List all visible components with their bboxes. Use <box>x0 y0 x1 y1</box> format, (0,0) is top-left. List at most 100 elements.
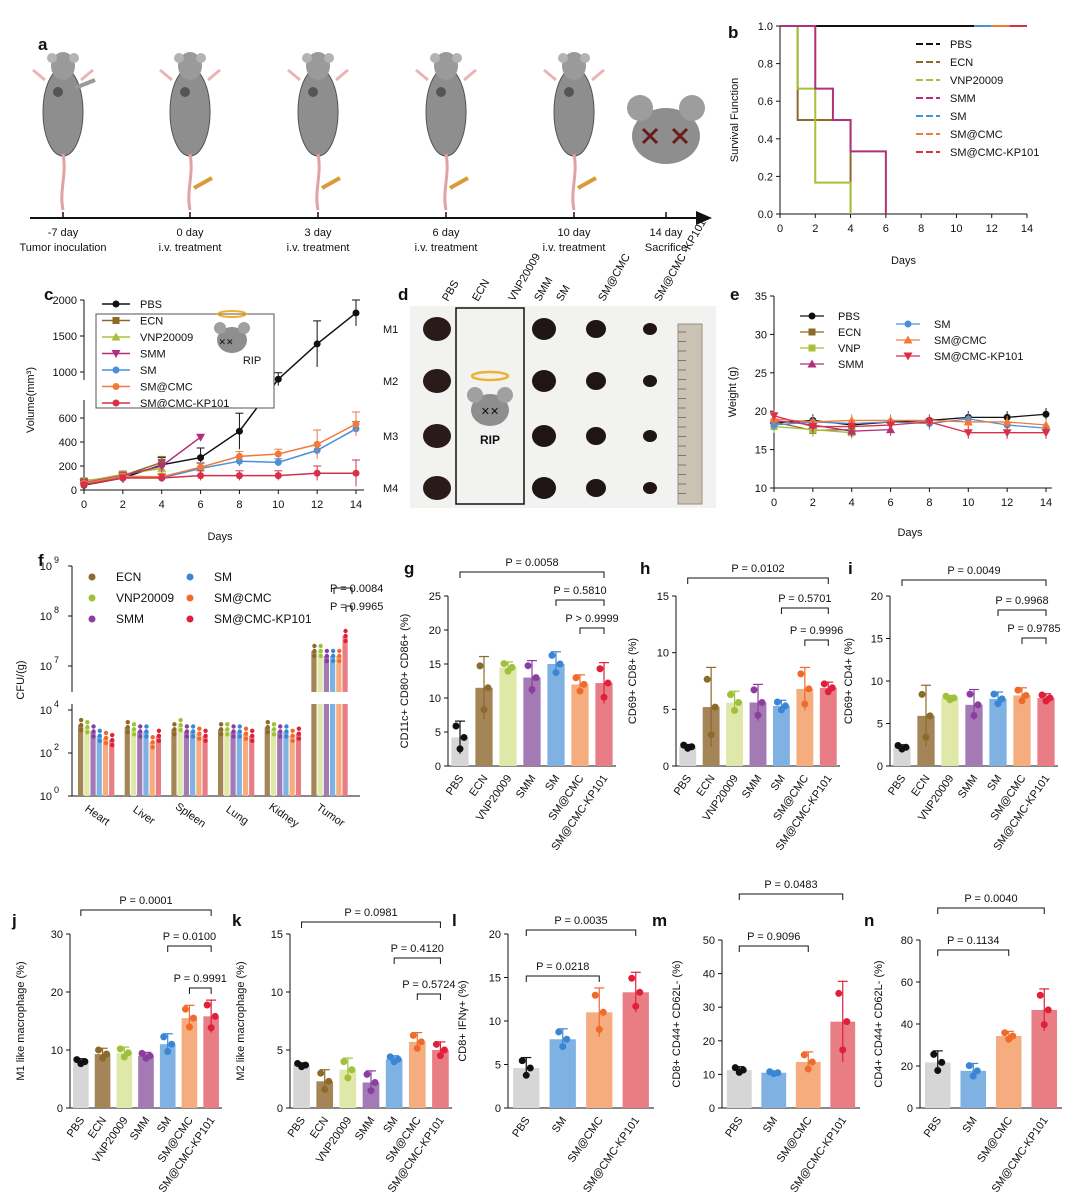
bar-SM@CMC-KP101-Kidney <box>295 733 301 796</box>
timeline-label: i.v. treatment <box>159 242 222 254</box>
data-point <box>343 628 348 634</box>
y-tick-label: 0 <box>57 1103 63 1115</box>
bar-VNP20009-Tumor <box>317 651 323 796</box>
data-point <box>440 1046 448 1054</box>
data-point <box>839 1046 847 1054</box>
bar-PBS <box>679 746 697 766</box>
mouse-tail <box>187 153 193 211</box>
data-point <box>156 728 162 733</box>
data-point <box>296 726 302 731</box>
y-tick-label: 30 <box>51 929 63 941</box>
data-point <box>548 651 556 659</box>
y-axis-label: CD8+ IFNγ+ (%) <box>457 980 469 1061</box>
x-tick-label: Spleen <box>173 801 208 830</box>
y-tick-label: 0 <box>877 761 883 773</box>
data-point-SM@CMC <box>313 440 321 448</box>
y-tick-label: 0 <box>495 1103 501 1115</box>
tumor-spot <box>53 87 63 97</box>
mouse-body <box>42 67 84 157</box>
data-point-SM@CMC-KP101 <box>158 474 166 482</box>
x-tick-label: PBS <box>444 773 466 798</box>
bar-SMM-Liver <box>137 731 143 796</box>
p-value-label: P = 0.9991 <box>174 973 227 985</box>
legend-label: SMM <box>950 93 976 105</box>
y-tick-label: 5 <box>663 704 669 716</box>
x-tick-label: 4 <box>849 497 855 509</box>
p-value-label: P = 0.9965 <box>330 601 383 613</box>
data-point <box>409 1031 417 1039</box>
legend-label: ECN <box>838 327 861 339</box>
series-line-SMM <box>773 419 891 432</box>
y-axis-label: Survival Function <box>729 78 741 162</box>
data-point <box>172 722 177 727</box>
bar-SM@CMC <box>408 1041 426 1108</box>
y-axis-label: M1 like macrophage (%) <box>15 961 27 1080</box>
significance-bracket <box>937 907 1045 914</box>
timeline-day: -7 day <box>48 227 79 239</box>
x-eyes: ✕✕ <box>481 406 499 418</box>
mouse-ear <box>238 322 250 334</box>
y-axis-label: CD8+ CD44+ CD62L- (%) <box>671 960 683 1087</box>
bar-SM@CMC-KP101 <box>595 683 613 766</box>
panel-b-survival-chart: 0.0 0.2 0.4 0.6 0.8 1.0 0 2 4 6 8 10 12 14 Days Surviva… <box>729 21 1039 267</box>
data-point <box>197 736 202 741</box>
legend-marker <box>903 335 913 344</box>
data-point <box>599 1008 607 1016</box>
legend-marker <box>111 350 121 358</box>
y-tick-label: 10 <box>40 561 52 573</box>
bar-VNP20009 <box>116 1052 133 1108</box>
y-tick-label: 10 <box>871 676 883 688</box>
y-axis-label: Volume(mm³) <box>25 367 37 433</box>
bar-SM@CMC <box>796 688 814 766</box>
data-point <box>231 734 236 739</box>
data-point <box>930 1050 938 1058</box>
data-point <box>591 991 599 999</box>
legend-marker <box>808 312 816 320</box>
x-tick-label: 6 <box>888 497 894 509</box>
x-tick-label: PBS <box>886 773 908 798</box>
x-axis-label: Days <box>207 531 233 543</box>
y-tick-label: 80 <box>901 935 913 947</box>
legend-marker <box>808 328 816 336</box>
x-tick-label: 10 <box>950 223 962 235</box>
data-point <box>312 643 317 649</box>
data-point <box>271 722 277 727</box>
data-point <box>1014 686 1022 694</box>
data-point <box>78 727 84 733</box>
legend-label: SM@CMC <box>140 382 193 394</box>
data-point-SM@CMC <box>963 417 973 426</box>
data-point <box>820 680 828 688</box>
data-point <box>556 660 564 668</box>
data-point-PBS <box>1042 410 1050 418</box>
data-point <box>164 1048 172 1056</box>
x-tick-label: PBS <box>286 1115 308 1140</box>
y-axis-label: CD4+ CD44+ CD62L- (%) <box>873 960 885 1087</box>
photo-row-label: M1 <box>383 324 398 336</box>
data-point <box>144 729 149 734</box>
data-point <box>804 1065 812 1073</box>
tumor <box>532 477 556 499</box>
p-value-label: P = 0.9096 <box>747 931 800 943</box>
data-point <box>1005 1035 1013 1043</box>
data-point-PBS <box>235 427 243 435</box>
p-value-label: P = 0.0218 <box>536 961 589 973</box>
legend-label: SM@CMC-KP101 <box>950 147 1039 159</box>
data-point <box>1018 697 1026 705</box>
bar-SM@CMC <box>181 1018 198 1108</box>
mouse-ear <box>467 387 483 403</box>
legend-marker <box>112 383 120 390</box>
y-tick-label: 400 <box>59 437 77 449</box>
data-point <box>250 733 255 738</box>
bar-SM@CMC-KP101-Heart <box>109 740 115 796</box>
data-point <box>298 1063 306 1071</box>
x-tick-label: 12 <box>986 223 998 235</box>
bar-SMM <box>138 1055 154 1108</box>
legend-marker <box>112 399 120 407</box>
legend-marker <box>88 594 96 602</box>
x-tick-label: 8 <box>926 497 932 509</box>
x-tick-label: ECN <box>308 1115 331 1141</box>
bracket <box>345 605 353 612</box>
data-point <box>337 648 342 654</box>
